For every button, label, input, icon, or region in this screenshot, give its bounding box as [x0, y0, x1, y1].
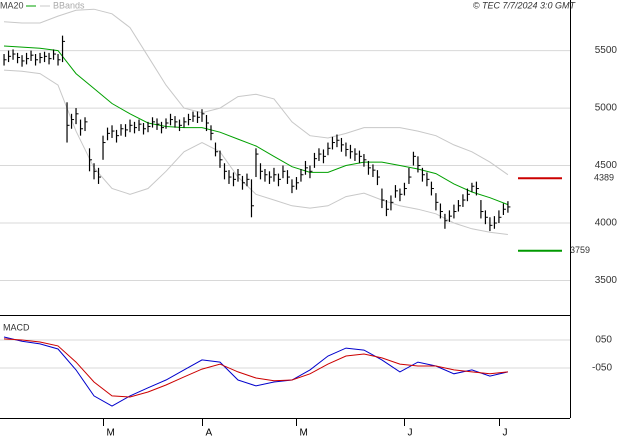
y-tick-label: 5000	[595, 103, 618, 114]
macd-line	[3, 338, 508, 398]
x-tick-label: M	[107, 428, 115, 439]
level-label: 3759	[570, 245, 590, 255]
ma-line	[3, 45, 509, 206]
panel-title: MACD	[3, 322, 30, 332]
y-tick-label: 3500	[595, 275, 618, 286]
level-label: 4389	[594, 173, 614, 183]
y-tick-label: 050	[595, 335, 612, 346]
x-tick-label: J	[503, 428, 508, 439]
x-tick-label: A	[206, 428, 213, 439]
band-line	[3, 69, 508, 235]
y-tick-label: 5500	[595, 45, 618, 56]
legend-label: MA20	[0, 0, 24, 10]
legend-label: BBands	[53, 0, 85, 10]
x-tick-label: M	[300, 428, 308, 439]
band-line	[3, 8, 509, 176]
y-tick-label: 4500	[595, 160, 618, 171]
credit: © TEC 7/7/2024 3:0 GMT	[473, 0, 577, 10]
x-tick-label: J	[408, 428, 413, 439]
macd-line	[3, 336, 509, 407]
y-tick-label: 4000	[595, 218, 618, 229]
y-tick-label: -050	[592, 363, 612, 374]
